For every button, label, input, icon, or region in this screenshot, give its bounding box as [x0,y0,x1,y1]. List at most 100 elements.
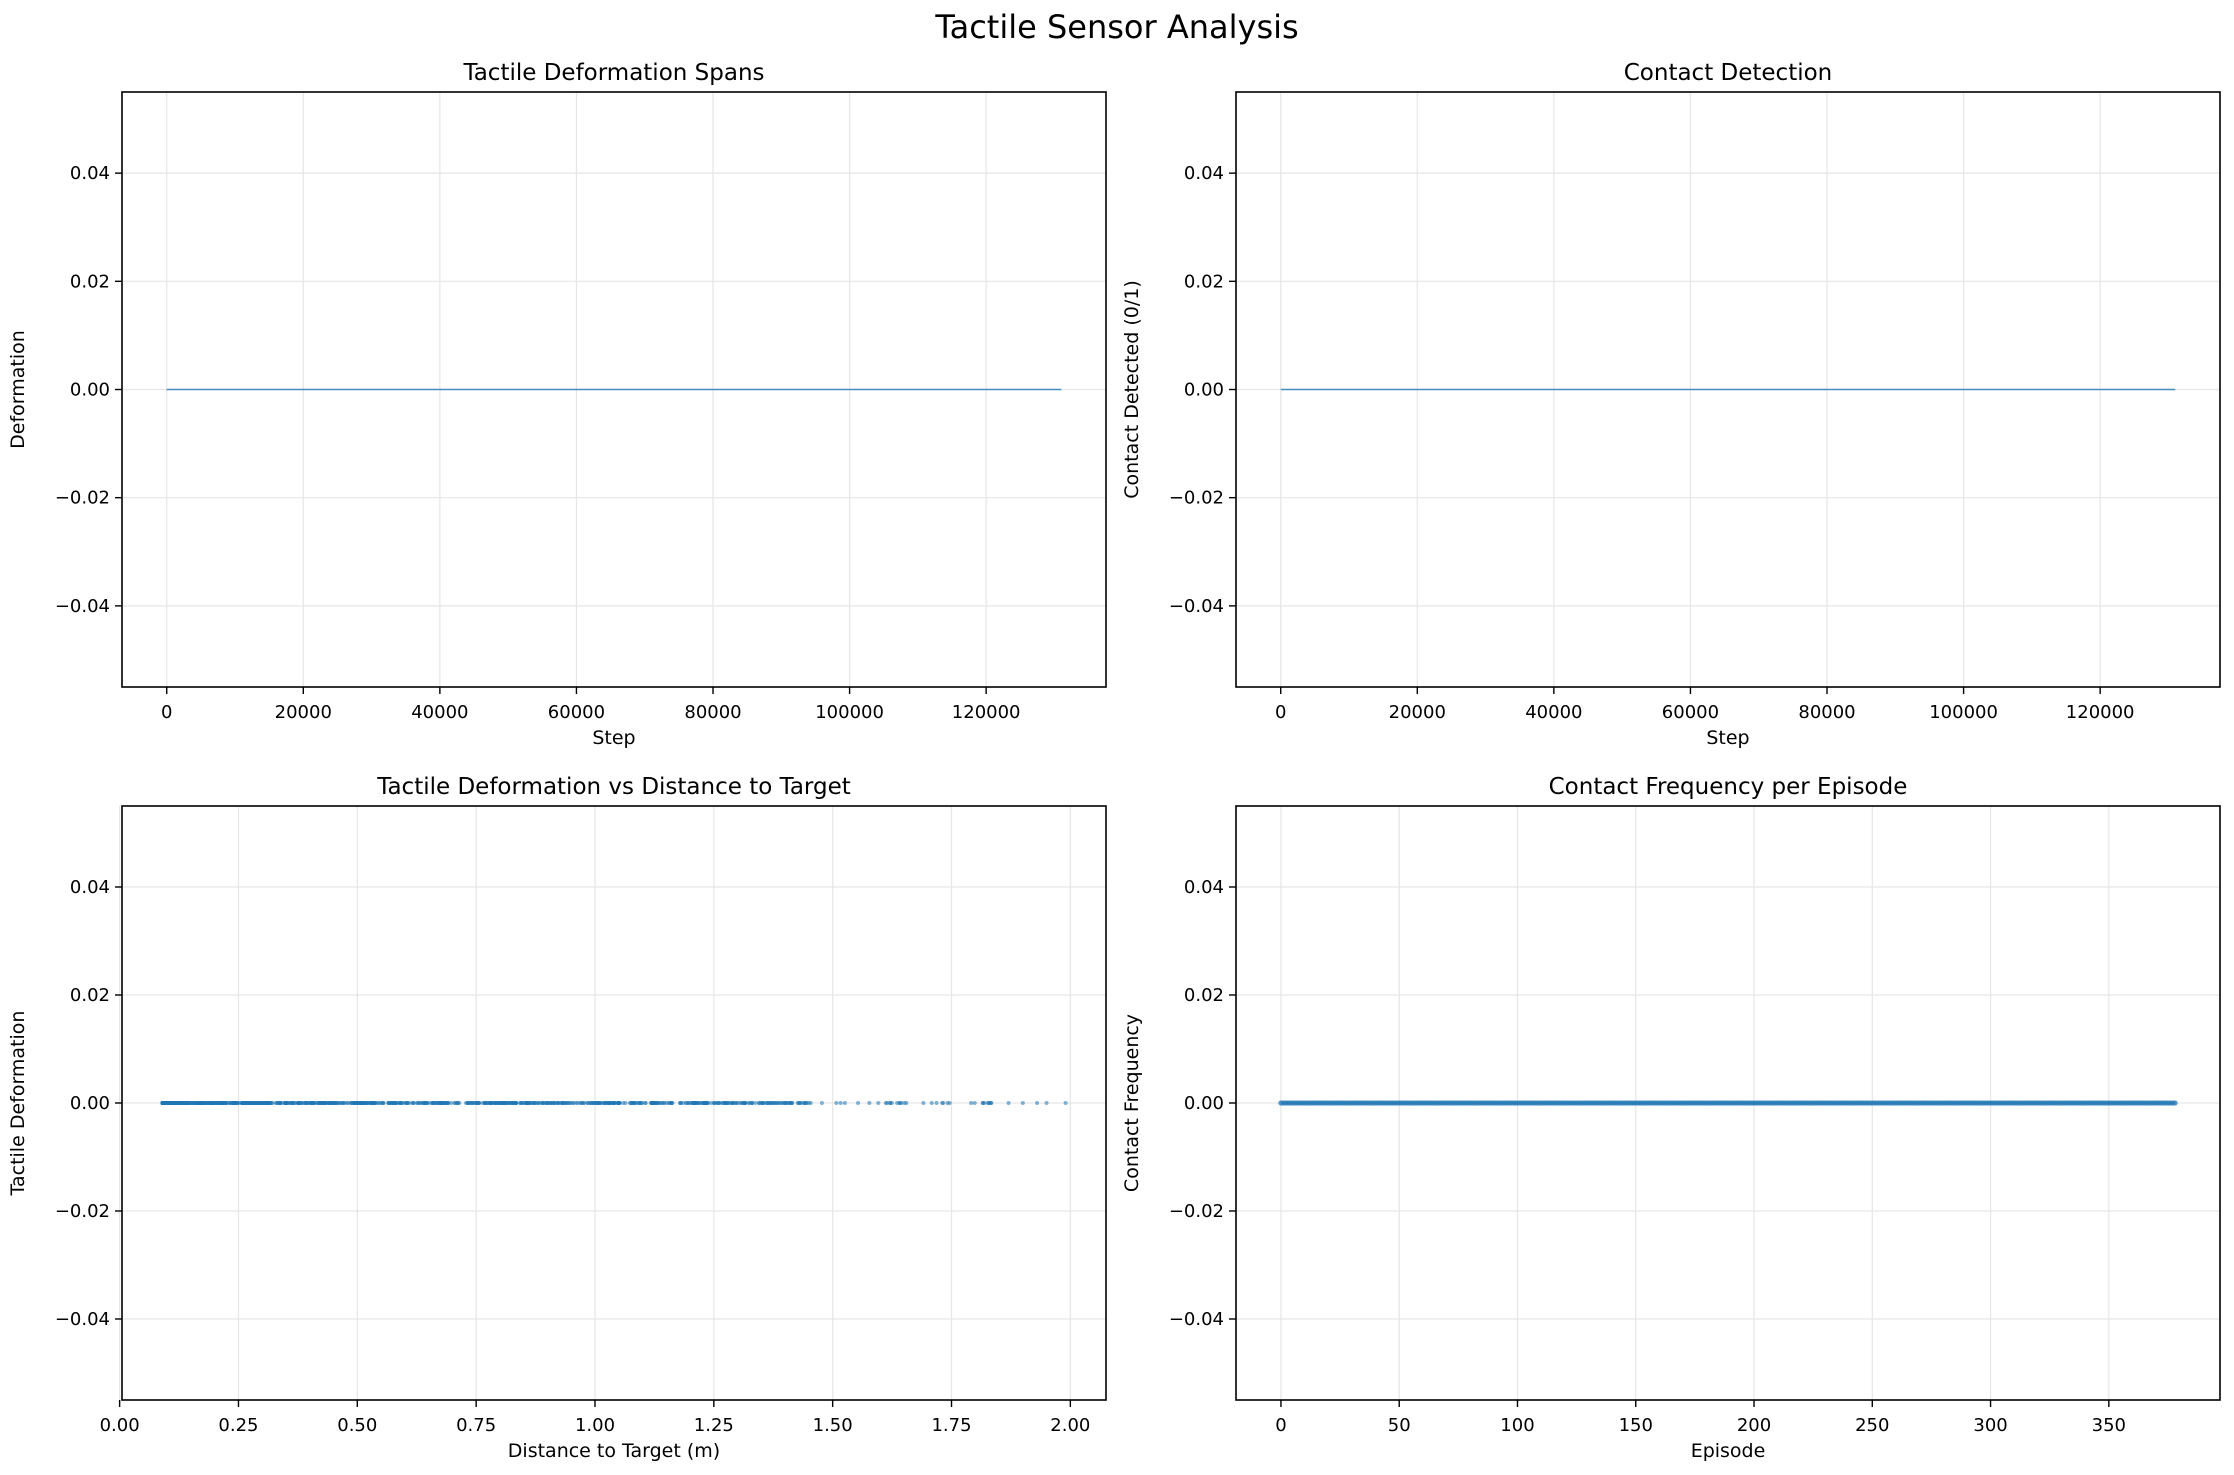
scatter-point [649,1101,654,1105]
scatter-point [368,1101,373,1105]
scatter-point [565,1101,570,1105]
x-tick-label: 0 [1275,702,1286,723]
scatter-point [883,1101,888,1105]
scatter-point [856,1101,861,1105]
scatter-point [391,1101,396,1105]
x-tick-label: 250 [1855,1415,1889,1436]
scatter-point [616,1101,621,1105]
scatter-point [485,1101,490,1105]
x-tick-label: 0 [1275,1415,1286,1436]
scatter-point [678,1101,683,1105]
scatter-point [575,1101,580,1105]
scatter-point [981,1101,986,1105]
scatter-point [756,1101,761,1105]
x-tick-label: 0 [161,702,172,723]
x-tick-label: 0.50 [337,1415,377,1436]
scatter-point [425,1101,430,1105]
scatter-point [988,1101,993,1105]
x-tick-label: 200 [1737,1415,1771,1436]
scatter-point [285,1101,290,1105]
scatter-point [688,1101,693,1105]
scatter-point [747,1101,752,1105]
scatter-point [501,1101,506,1105]
scatter-point [531,1101,536,1105]
scatter-point [709,1101,714,1105]
chart-title: Tactile Deformation vs Distance to Targe… [376,774,851,800]
scatter-point [2172,1100,2178,1106]
scatter-point [196,1101,201,1105]
x-tick-label: 120000 [952,702,1021,723]
x-axis-label: Episode [1691,1440,1766,1462]
y-tick-label: 0.02 [70,985,110,1006]
x-tick-label: 80000 [684,702,741,723]
scatter-point [552,1101,557,1105]
y-tick-label: 0.00 [1184,380,1224,401]
scatter-point [316,1101,321,1105]
scatter-point [669,1101,674,1105]
x-tick-label: 60000 [1662,702,1719,723]
x-axis-label: Distance to Target (m) [508,1440,720,1462]
scatter-point [904,1101,909,1105]
scatter-point [445,1101,450,1105]
scatter-point [588,1101,593,1105]
x-tick-label: 120000 [2066,702,2135,723]
y-tick-label: 0.02 [1184,985,1224,1006]
scatter-point [380,1101,385,1105]
x-tick-label: 0.75 [456,1415,496,1436]
scatter-point [411,1101,416,1105]
y-tick-label: −0.04 [55,596,110,617]
y-tick-label: 0.04 [70,163,110,184]
y-tick-label: −0.04 [55,1309,110,1330]
scatter-point [247,1101,252,1105]
y-tick-label: −0.02 [55,1201,110,1222]
y-tick-label: 0.02 [70,271,110,292]
x-axis-label: Step [1706,727,1749,749]
x-tick-label: 50 [1388,1415,1411,1436]
y-axis-label: Contact Detected (0/1) [1121,280,1143,499]
scatter-point [632,1101,637,1105]
y-tick-label: −0.04 [1169,596,1224,617]
scatter-point [761,1101,766,1105]
chart-panel-contact-detection: 0 20000 40000 60000 80000 100000 120000 0.04 0.0… [1121,60,2221,749]
y-tick-label: 0.00 [70,380,110,401]
scatter-point [681,1101,686,1105]
scatter-point [254,1101,259,1105]
scatter-point [947,1101,952,1105]
x-tick-label: 60000 [548,702,605,723]
scatter-point [164,1101,169,1105]
scatter-point [275,1101,280,1105]
scatter-point [1006,1101,1011,1105]
y-tick-label: 0.00 [70,1093,110,1114]
x-tick-label: 1.75 [931,1415,971,1436]
scatter-point [1044,1101,1049,1105]
scatter-point [712,1101,717,1105]
scatter-point [582,1101,587,1105]
chart-panel-deformation-spans: 0 20000 40000 60000 80000 100000 120000 0.04 0.0… [7,60,1107,749]
scatter-point [526,1101,531,1105]
scatter-point [430,1101,435,1105]
scatter-point [578,1101,583,1105]
x-tick-label: 100000 [815,702,884,723]
scatter-point [309,1101,314,1105]
x-axis-label: Step [592,727,635,749]
scatter-point [556,1101,561,1105]
scatter-point [795,1101,800,1105]
scatter-point [610,1101,615,1105]
scatter-point [181,1101,186,1105]
x-tick-label: 20000 [275,702,332,723]
scatter-point [371,1101,376,1105]
x-tick-label: 1.25 [694,1415,734,1436]
scatter-point [753,1101,758,1105]
y-axis-label: Deformation [7,330,29,449]
scatter-point [304,1101,309,1105]
scatter-point [440,1101,445,1105]
scatter-point [1020,1101,1025,1105]
scatter-point [834,1101,839,1105]
scatter-point [421,1101,426,1105]
scatter-point [819,1101,824,1105]
scatter-point [353,1101,358,1105]
scatter-point [741,1101,746,1105]
y-tick-label: 0.04 [70,877,110,898]
x-tick-label: 0.00 [100,1415,140,1436]
scatter-point [1063,1101,1068,1105]
